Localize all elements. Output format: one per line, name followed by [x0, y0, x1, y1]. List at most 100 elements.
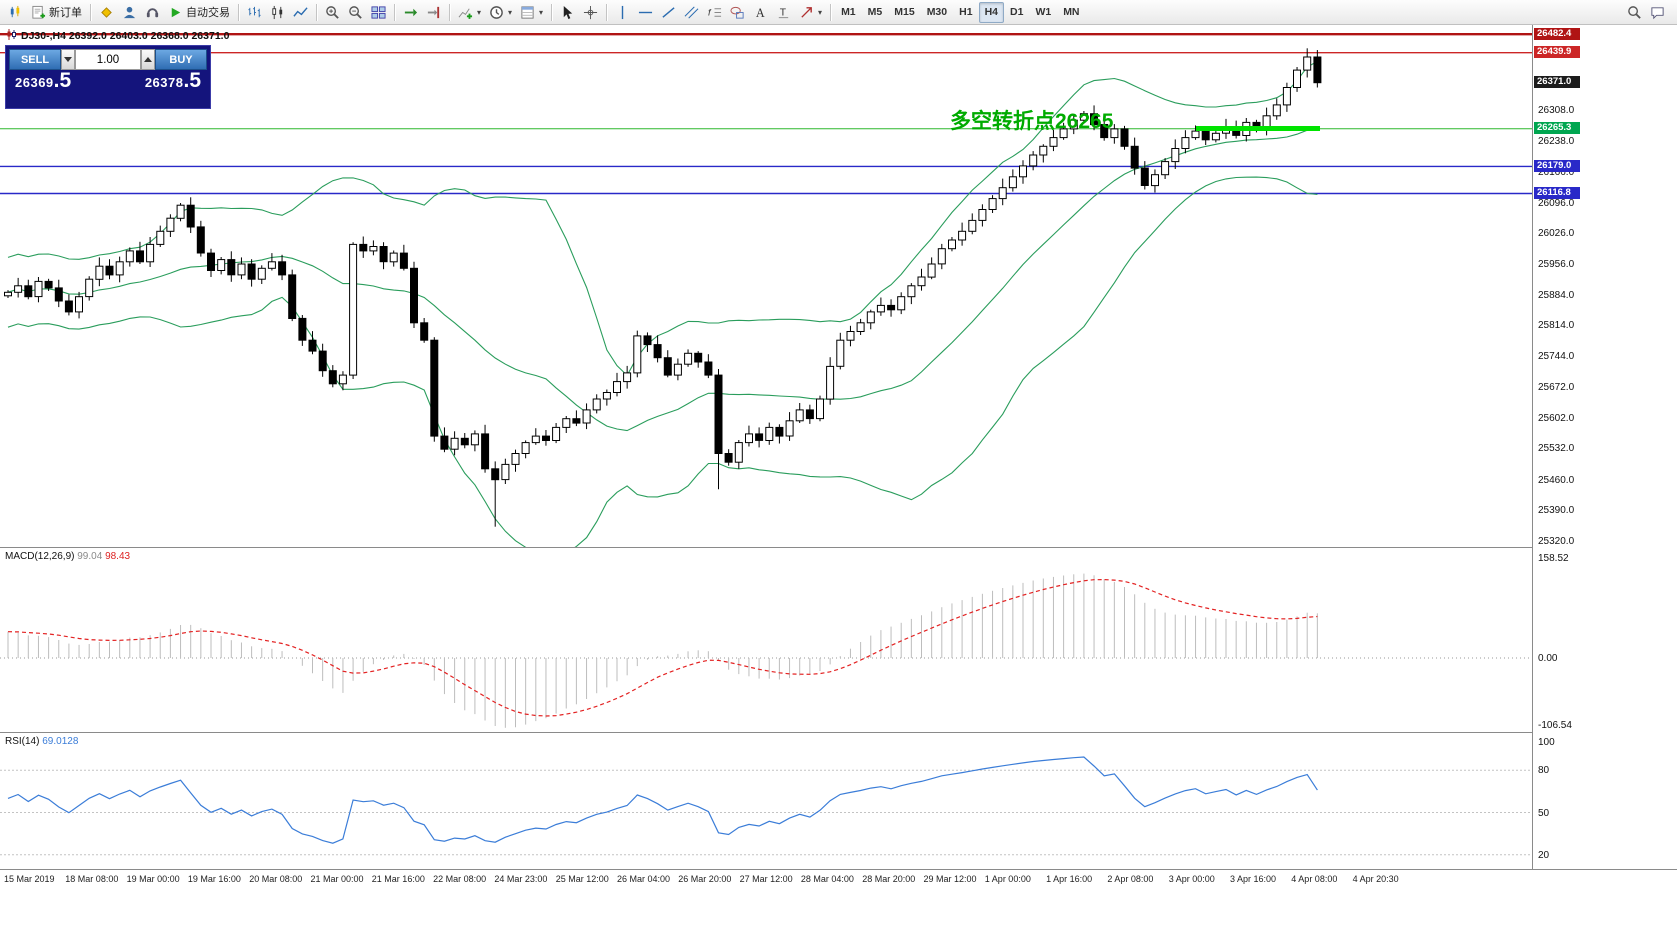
toolbar-separator [316, 3, 317, 21]
chart-shift-icon [426, 5, 441, 20]
vertical-line-button[interactable] [611, 2, 634, 23]
zoom-in-icon [325, 5, 340, 20]
timeframe-m15-button[interactable]: M15 [888, 2, 920, 23]
time-axis-label: 1 Apr 16:00 [1046, 874, 1093, 884]
new-order-button-label: 新订单 [49, 7, 82, 19]
price-scale-tick: 25532.0 [1538, 443, 1575, 455]
shapes-button[interactable] [726, 2, 749, 23]
time-axis-label: 27 Mar 12:00 [739, 874, 793, 884]
bar-chart-button[interactable] [243, 2, 266, 23]
text-label-button[interactable]: T [772, 2, 795, 23]
price-scale[interactable]: 26308.0 26238.0 26166.0 26096.0 26026.0 25956… [1532, 25, 1677, 869]
support-button[interactable] [141, 2, 164, 23]
indicators-button[interactable]: ▾ [454, 2, 485, 23]
channel-button[interactable] [680, 2, 703, 23]
templates-icon [520, 5, 535, 20]
price-level-badge: 26179.0 [1534, 159, 1580, 172]
price-scale-tick: 25956.0 [1538, 258, 1575, 270]
trendline-icon [661, 5, 676, 20]
toolbar-separator [238, 3, 239, 21]
volume-input[interactable] [75, 49, 141, 70]
autotrade-icon [168, 5, 183, 20]
horizontal-line-button[interactable] [634, 2, 657, 23]
time-axis-label: 21 Mar 00:00 [310, 874, 364, 884]
volume-increase-button[interactable] [141, 49, 155, 70]
data-window-button[interactable] [118, 2, 141, 23]
volume-decrease-button[interactable] [61, 49, 75, 70]
timeframe-h4-button-label: H4 [984, 6, 998, 18]
buy-price: 26378.5 [144, 69, 201, 92]
timeframe-h1-button[interactable]: H1 [953, 2, 978, 23]
dropdown-caret-icon: ▾ [539, 7, 544, 17]
timeframe-mn-button-label: MN [1063, 6, 1080, 18]
trendline-button[interactable] [657, 2, 680, 23]
price-scale-tick: 25884.0 [1538, 289, 1575, 301]
toolbar-left-groups: 新订单 自动交易 ▾ ▾ ▾ f A T ▾ M1 M5 M15 M30 H1 H4 D1 W1 MN [4, 1, 1086, 23]
timeframe-h4-button[interactable]: H4 [978, 1, 1004, 23]
market-watch-button[interactable] [95, 2, 118, 23]
price-scale-tick: 26096.0 [1538, 197, 1575, 209]
cursor-button[interactable] [556, 2, 579, 23]
time-axis-label: 26 Mar 20:00 [678, 874, 732, 884]
zoom-in-button[interactable] [321, 2, 344, 23]
fibonacci-button[interactable]: f [703, 2, 726, 23]
fibo-icon: f [707, 5, 722, 20]
profile-icon [122, 5, 137, 20]
time-axis[interactable]: 15 Mar 2019 18 Mar 08:00 19 Mar 00:00 19 Ma… [0, 869, 1677, 889]
price-level-badge: 26482.4 [1534, 27, 1580, 40]
rsi-value: 69.0128 [42, 736, 79, 747]
time-axis-label: 19 Mar 16:00 [187, 874, 241, 884]
market-watch-icon [99, 5, 114, 20]
chat-button[interactable] [1646, 2, 1669, 23]
panel-separator[interactable] [0, 732, 1677, 733]
price-scale-tick: 50 [1538, 807, 1550, 819]
candlestick-chart-button[interactable] [266, 2, 289, 23]
time-axis-label: 2 Apr 08:00 [1107, 874, 1154, 884]
chart-title: DJ30-,H4 26392.0 26403.0 26368.0 26371.0 [6, 29, 229, 43]
auto-scroll-button[interactable] [399, 2, 422, 23]
rsi-panel-canvas[interactable] [0, 733, 1532, 869]
text-icon: A [753, 5, 768, 20]
price-scale-tick: 100 [1538, 737, 1555, 748]
buy-button[interactable]: BUY [155, 49, 207, 70]
terminal-button[interactable] [4, 2, 27, 23]
search-button[interactable] [1623, 2, 1646, 23]
price-scale-tick: 25602.0 [1538, 412, 1575, 424]
chart-ohlc-text: DJ30-,H4 26392.0 26403.0 26368.0 26371.0 [21, 30, 230, 42]
auto-scroll-icon [403, 5, 418, 20]
triangle-down-icon [64, 57, 72, 62]
timeframe-m5-button[interactable]: M5 [862, 2, 889, 23]
text-button[interactable]: A [749, 2, 772, 23]
sell-price: 26369.5 [15, 69, 72, 92]
crosshair-button[interactable] [579, 2, 602, 23]
tile-windows-button[interactable] [367, 2, 390, 23]
price-level-badge: 26439.9 [1534, 46, 1580, 59]
time-axis-label: 20 Mar 08:00 [249, 874, 303, 884]
new-order-button[interactable]: 新订单 [27, 2, 86, 23]
periods-icon [489, 5, 504, 20]
timeframe-d1-button[interactable]: D1 [1004, 2, 1029, 23]
time-axis-label: 24 Mar 23:00 [494, 874, 548, 884]
autotrading-button[interactable]: 自动交易 [164, 2, 234, 23]
price-scale-tick: 26026.0 [1538, 228, 1575, 239]
chart-shift-button[interactable] [422, 2, 445, 23]
toolbar-separator [551, 3, 553, 21]
timeframe-m1-button[interactable]: M1 [835, 2, 862, 23]
line-chart-button[interactable] [289, 2, 312, 23]
price-chart-canvas[interactable] [0, 25, 1532, 547]
toolbar-separator [394, 3, 395, 21]
timeframe-w1-button[interactable]: W1 [1029, 2, 1057, 23]
time-axis-label: 3 Apr 16:00 [1230, 874, 1277, 884]
price-scale-tick: -106.54 [1538, 720, 1572, 732]
line-chart-icon [293, 5, 308, 20]
arrows-button[interactable]: ▾ [795, 2, 826, 23]
tile-windows-icon [371, 5, 386, 20]
templates-button[interactable]: ▾ [516, 2, 547, 23]
timeframe-m30-button[interactable]: M30 [921, 2, 953, 23]
panel-separator[interactable] [0, 547, 1677, 548]
periods-button[interactable]: ▾ [485, 2, 516, 23]
timeframe-mn-button[interactable]: MN [1057, 2, 1085, 23]
sell-button[interactable]: SELL [9, 49, 61, 70]
zoom-out-button[interactable] [344, 2, 367, 23]
macd-panel-canvas[interactable] [0, 548, 1532, 732]
